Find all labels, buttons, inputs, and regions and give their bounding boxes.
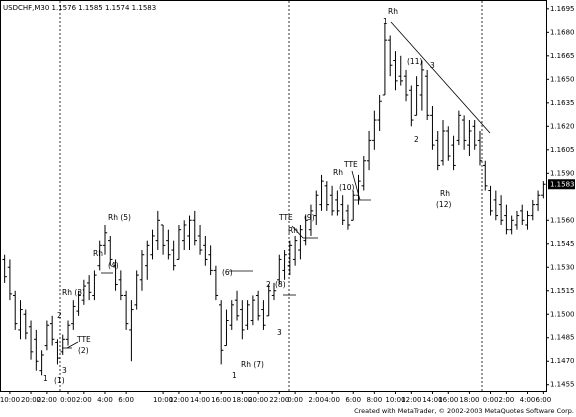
x-tick-label: 6:00 — [118, 396, 134, 404]
annotation: 3 — [430, 61, 435, 70]
annotation: TTE — [343, 160, 358, 169]
y-tick-label: 1.1665 — [550, 52, 575, 60]
annotation: 3 — [62, 366, 67, 375]
pointer-line — [291, 225, 304, 239]
y-tick-label: 1.1680 — [550, 28, 575, 36]
x-tick-label: 4:00 — [324, 396, 340, 404]
trend-line — [390, 21, 491, 134]
annotation: 1 — [232, 371, 237, 380]
x-tick-label: 0:00 — [483, 396, 499, 404]
annotation: Rh (3) — [62, 288, 85, 297]
x-tick-label: 22:00 — [269, 396, 289, 404]
annotation: Rh — [288, 226, 298, 235]
x-tick-label: 2:00 — [499, 396, 515, 404]
x-tick-label: 4:00 — [520, 396, 536, 404]
pointer-line — [66, 341, 79, 349]
annotation: (10) — [339, 183, 354, 192]
annotation: Rh — [93, 249, 103, 258]
x-tick-label: 18:00 — [459, 396, 479, 404]
annotation: TTE — [278, 213, 293, 222]
annotation: 2 — [57, 311, 62, 320]
y-tick-label: 1.1545 — [550, 240, 575, 248]
x-tick-label: 4:00 — [97, 396, 113, 404]
x-tick-label: 20:00 — [21, 396, 41, 404]
x-tick-label: 6:00 — [535, 396, 551, 404]
y-tick-label: 1.1560 — [550, 216, 575, 224]
y-tick-label: 1.1500 — [550, 310, 575, 318]
y-tick-label: 1.1605 — [550, 146, 575, 154]
annotation: (2) — [78, 346, 89, 355]
x-tick-label: 2:00 — [76, 396, 92, 404]
x-tick-label: 12:00 — [169, 396, 189, 404]
x-tick-label: 14:00 — [422, 396, 442, 404]
annotation: (8) — [275, 280, 286, 289]
y-tick-label: 1.1485 — [550, 334, 575, 342]
y-tick-label: 1.1590 — [550, 169, 575, 177]
x-tick-label: 10:00 — [0, 396, 20, 404]
annotation: 1 — [383, 17, 388, 26]
x-tick-label: 2:00 — [308, 396, 324, 404]
x-tick-label: 6:00 — [345, 396, 361, 404]
y-tick-label: 1.1620 — [550, 122, 575, 130]
last-price-box — [548, 179, 575, 190]
annotation: (9) — [304, 213, 315, 222]
annotation: Rh (7) — [241, 360, 264, 369]
chart-title: USDCHF,M30 1.1576 1.1585 1.1574 1.1583 — [3, 4, 156, 12]
y-tick-label: 1.1455 — [550, 381, 575, 389]
y-tick-label: 1.1695 — [550, 5, 575, 13]
annotation: Rh (5) — [108, 213, 131, 222]
x-tick-label: 20:00 — [248, 396, 268, 404]
annotation: Rh — [388, 7, 398, 16]
y-tick-label: 1.1635 — [550, 99, 575, 107]
annotation: (6) — [222, 268, 233, 277]
annotation: 3 — [277, 328, 282, 337]
x-tick-label: 8:00 — [366, 396, 382, 404]
x-tick-label: 18:00 — [232, 396, 252, 404]
y-tick-label: 1.1515 — [550, 287, 575, 295]
annotation: 2 — [414, 135, 419, 144]
annotation: 1 — [43, 374, 48, 383]
x-tick-label: 16:00 — [211, 396, 231, 404]
y-tick-label: 1.1470 — [550, 357, 575, 365]
last-price-label: 1.1583 — [550, 180, 575, 188]
ohlc-bars — [2, 22, 546, 376]
footer: Created with MetaTrader, © 2002-2003 Met… — [354, 407, 574, 415]
y-tick-label: 1.1530 — [550, 263, 575, 271]
x-tick-label: 22:00 — [37, 396, 57, 404]
x-tick-label: 14:00 — [190, 396, 210, 404]
x-tick-label: 0:00 — [60, 396, 76, 404]
annotation: (11) — [407, 57, 422, 66]
annotation: Rh — [333, 168, 343, 177]
annotation: (12) — [436, 200, 451, 209]
x-tick-label: 16:00 — [438, 396, 458, 404]
annotation: Rh — [440, 189, 450, 198]
x-tick-label: 10:00 — [385, 396, 405, 404]
annotation: TTE — [76, 335, 91, 344]
x-tick-label: 0:00 — [287, 396, 303, 404]
y-tick-label: 1.1650 — [550, 75, 575, 83]
x-tick-label: 12:00 — [401, 396, 421, 404]
plot-frame — [0, 0, 547, 392]
annotation: (1) — [54, 376, 65, 385]
x-tick-label: 10:00 — [153, 396, 173, 404]
